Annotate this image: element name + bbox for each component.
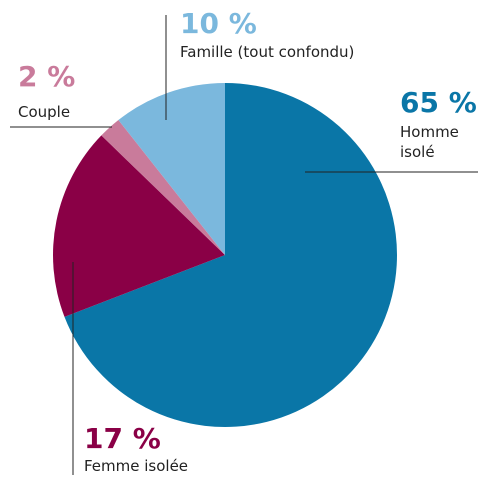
pie-slice xyxy=(53,135,225,317)
pie-slice xyxy=(64,83,398,427)
pie-slice xyxy=(101,120,225,256)
value-label: 2 % xyxy=(18,60,76,93)
category-label: Couple xyxy=(18,103,71,121)
value-label: 65 % xyxy=(400,86,477,119)
pie-slice xyxy=(118,83,225,255)
value-label: 10 % xyxy=(180,7,257,40)
category-label: Famille (tout confondu) xyxy=(180,43,355,61)
category-label: Homme isolé xyxy=(400,123,459,161)
value-label: 17 % xyxy=(84,422,161,455)
category-label: Femme isolée xyxy=(84,457,189,475)
